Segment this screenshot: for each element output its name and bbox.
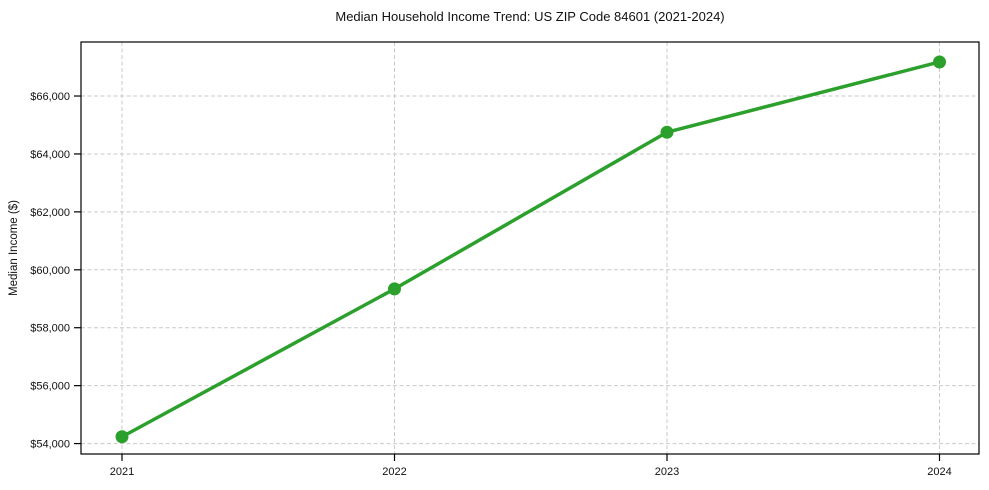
trend-line (120, 60, 942, 439)
chart-title: Median Household Income Trend: US ZIP Co… (335, 9, 725, 24)
data-point (115, 430, 129, 444)
x-tick-label: 2022 (382, 466, 406, 478)
y-tick-label: $58,000 (30, 323, 70, 335)
x-tick-label: 2021 (110, 466, 134, 478)
data-point (388, 282, 401, 296)
data-point (933, 55, 946, 69)
x-tick-label: 2024 (927, 466, 951, 478)
data-point (660, 125, 674, 139)
y-tick-label: $64,000 (30, 149, 70, 161)
y-tick-label: $60,000 (30, 265, 70, 277)
y-tick-label: $66,000 (30, 91, 70, 103)
y-tick-label: $56,000 (30, 381, 70, 393)
y-tick-label: $54,000 (30, 439, 70, 451)
y-tick-label: $62,000 (30, 207, 70, 219)
x-tick-label: 2023 (655, 466, 679, 478)
axes-frame (80, 41, 980, 455)
